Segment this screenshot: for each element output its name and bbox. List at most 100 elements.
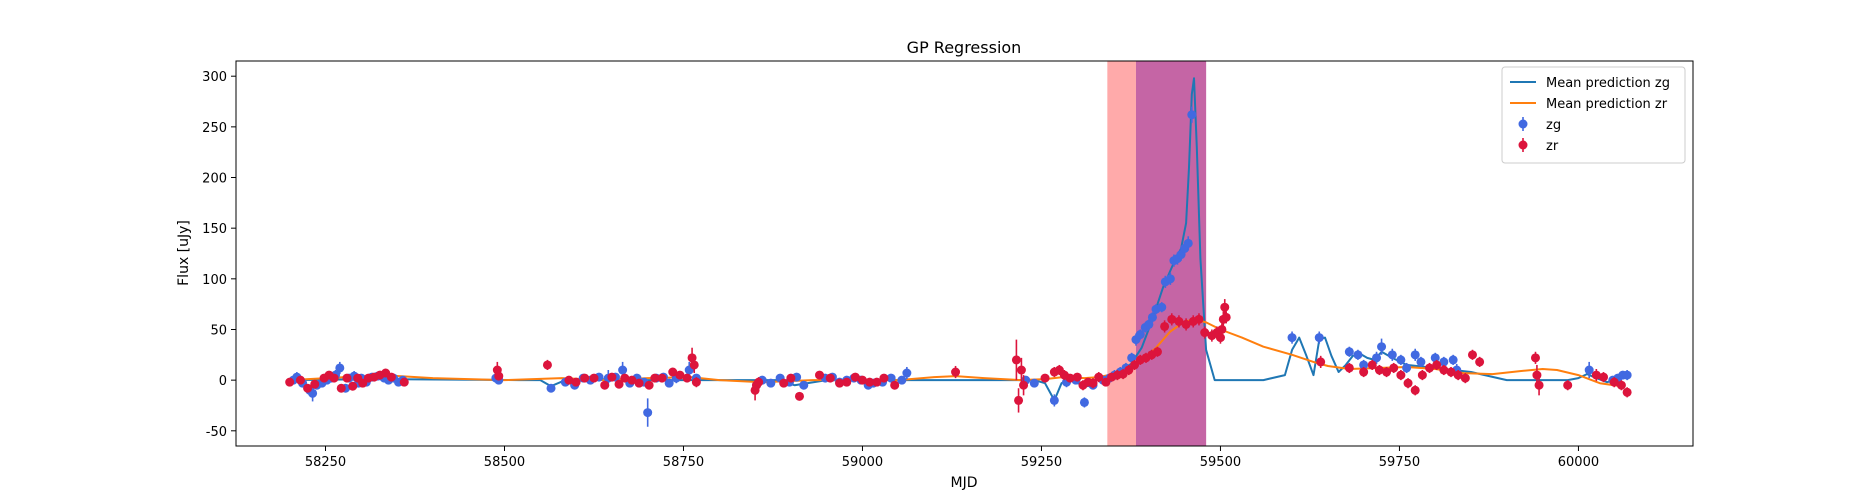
point-zr: [1563, 380, 1573, 390]
point-zr: [754, 377, 764, 387]
point-zr: [1072, 372, 1082, 382]
point-zr: [835, 378, 845, 388]
point-zg: [1314, 333, 1324, 343]
point-zg: [766, 378, 776, 388]
point-zr: [310, 379, 320, 389]
point-zg: [618, 365, 628, 375]
x-tick-label: 59000: [842, 455, 883, 470]
point-zr: [589, 373, 599, 383]
point-zr: [1316, 357, 1326, 367]
point-zr: [399, 377, 409, 387]
point-zr: [627, 375, 637, 385]
point-zr: [1152, 347, 1162, 357]
point-zr: [1174, 316, 1184, 326]
point-zr: [607, 372, 617, 382]
point-zg: [1387, 350, 1397, 360]
point-zr: [285, 377, 295, 387]
point-zr: [1410, 385, 1420, 395]
point-zg: [1144, 319, 1154, 329]
point-zr: [1403, 378, 1413, 388]
point-zr: [691, 377, 701, 387]
point-zr: [329, 373, 339, 383]
point-zg: [643, 408, 653, 418]
point-zg: [1079, 397, 1089, 407]
point-zg: [897, 375, 907, 385]
point-zr: [1591, 370, 1601, 380]
point-zr: [342, 373, 352, 383]
point-zr: [1453, 370, 1463, 380]
point-zr: [1088, 378, 1098, 388]
point-zg: [664, 378, 674, 388]
x-tick-label: 58250: [305, 455, 346, 470]
point-zr: [1367, 360, 1377, 370]
point-zg: [1402, 363, 1412, 373]
point-zg: [1287, 333, 1297, 343]
legend-label-zg: zg: [1546, 118, 1561, 133]
point-zr: [1040, 373, 1050, 383]
point-zg: [1344, 347, 1354, 357]
legend-marker-zg: [1518, 119, 1528, 129]
point-zr: [1014, 395, 1024, 405]
legend-marker-zr: [1518, 140, 1528, 150]
point-zr: [1609, 377, 1619, 387]
point-zr: [542, 360, 552, 370]
point-zr: [295, 375, 305, 385]
plot-frame: [235, 60, 1694, 447]
y-tick-label: 150: [202, 222, 227, 237]
y-tick-label: 50: [210, 323, 227, 338]
shaded-regions: [1107, 61, 1207, 446]
point-zg: [902, 368, 912, 378]
observation-points: [285, 106, 1632, 427]
point-zg: [799, 380, 809, 390]
point-zg: [1135, 330, 1145, 340]
point-zg: [1187, 110, 1197, 120]
shaded-region-1: [1107, 61, 1136, 446]
axes: 58250 58500 58750 59000 59250 59500 59750 60000…: [202, 60, 1694, 470]
point-zg: [1353, 350, 1363, 360]
point-zr: [842, 377, 852, 387]
point-zr: [682, 373, 692, 383]
point-zr: [1475, 357, 1485, 367]
point-zr: [1622, 387, 1632, 397]
point-zr: [872, 377, 882, 387]
point-zr: [614, 379, 624, 389]
point-zr: [1200, 328, 1210, 338]
point-zr: [580, 373, 590, 383]
point-zr: [1220, 302, 1230, 312]
point-zr: [675, 370, 685, 380]
point-zr: [1221, 312, 1231, 322]
point-zg: [1448, 355, 1458, 365]
point-zg: [1416, 357, 1426, 367]
point-zr: [865, 377, 875, 387]
point-zr: [644, 380, 654, 390]
legend-label-mean-prediction-zg: Mean prediction zg: [1546, 76, 1670, 91]
point-zr: [336, 383, 346, 393]
point-zr: [303, 383, 313, 393]
point-zg: [1049, 395, 1059, 405]
point-zr: [1382, 367, 1392, 377]
point-zr: [494, 371, 504, 381]
x-tick-label: 59500: [1200, 455, 1241, 470]
point-zr: [1460, 373, 1470, 383]
point-zg: [1183, 238, 1193, 248]
point-zr: [1344, 363, 1354, 373]
point-zg: [1584, 365, 1594, 375]
chart-title: GP Regression: [907, 38, 1022, 57]
point-zg: [1430, 353, 1440, 363]
point-zr: [1446, 367, 1456, 377]
point-zr: [1065, 373, 1075, 383]
legend-box: [1501, 66, 1686, 164]
point-zr: [794, 391, 804, 401]
series-line-mean-prediction-zg: [289, 77, 1622, 402]
point-zr: [779, 378, 789, 388]
point-zg: [1377, 342, 1387, 352]
point-zg: [1157, 302, 1167, 312]
point-zg: [1147, 312, 1157, 322]
point-zr: [850, 372, 860, 382]
x-tick-label: 58750: [663, 455, 704, 470]
point-zr: [1094, 372, 1104, 382]
x-tick-label: 59250: [1021, 455, 1062, 470]
point-zr: [857, 375, 867, 385]
point-zr: [1534, 380, 1544, 390]
